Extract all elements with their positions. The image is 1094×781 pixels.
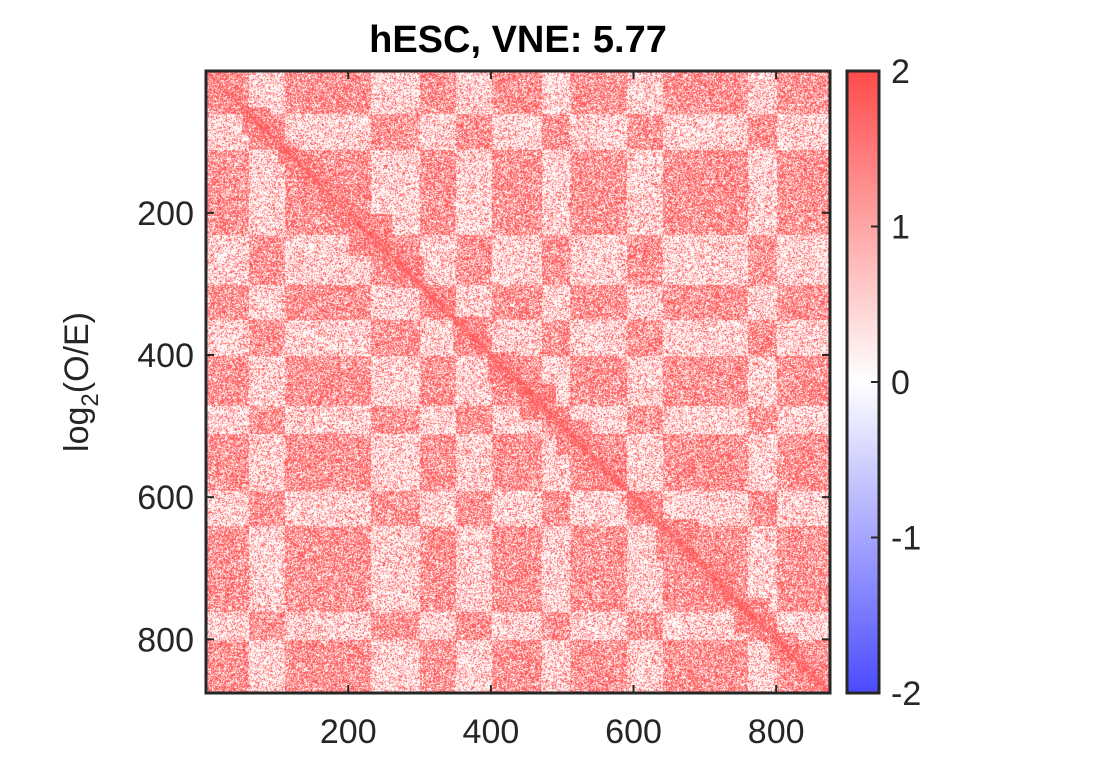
colorbar-tick-label: 1 (891, 209, 910, 247)
y-tick-label: 200 (137, 195, 194, 233)
colorbar-ticks: 2 1 0 -1 -2 (871, 53, 921, 713)
plot-frame (204, 69, 832, 695)
y-axis-label-subscript: 2 (77, 393, 104, 406)
chart-title: hESC, VNE: 5.77 (369, 19, 667, 61)
y-tick-label: 400 (137, 337, 194, 375)
x-tick-label: 400 (463, 713, 520, 751)
x-axis-ticks: 200 400 600 800 (320, 71, 805, 751)
y-tick-label: 600 (137, 479, 194, 517)
colorbar-tick-label: 2 (891, 53, 910, 91)
y-axis-ticks: 200 400 600 800 (137, 195, 830, 659)
y-tick-label: 800 (137, 621, 194, 659)
heatmap-canvas (206, 71, 830, 693)
colorbar-tick-label: -2 (891, 675, 921, 713)
x-tick-label: 800 (748, 713, 805, 751)
colorbar-tick-label: 0 (891, 364, 910, 402)
x-tick-label: 200 (320, 713, 377, 751)
y-axis-label: log2(O/E) (58, 312, 104, 452)
heatmap-area (206, 71, 830, 693)
colorbar-tick-label: -1 (891, 520, 921, 558)
x-tick-label: 600 (605, 713, 662, 751)
